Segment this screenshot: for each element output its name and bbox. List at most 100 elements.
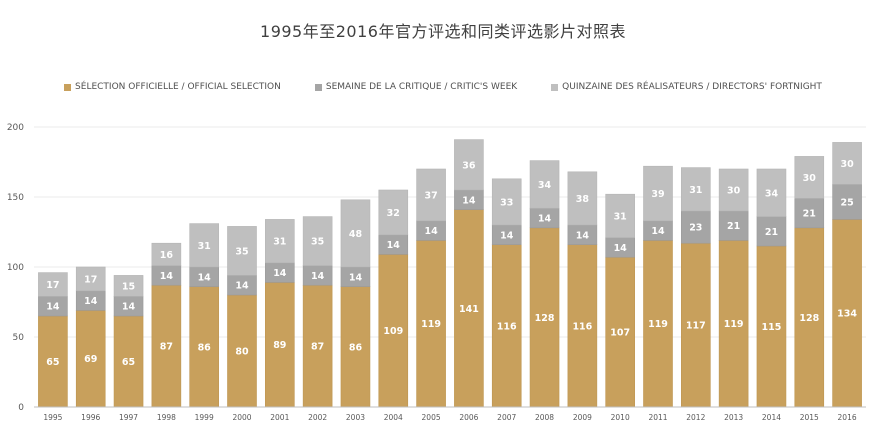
data-label: 119: [648, 319, 668, 330]
x-tick-label: 2003: [346, 413, 365, 422]
data-label: 134: [837, 309, 857, 320]
data-label: 30: [803, 173, 817, 184]
bar-segment: [605, 193, 635, 238]
x-tick-label: 2015: [800, 413, 819, 422]
legend-label-directors-fortnight: QUINZAINE DES RÉALISATEURS / DIRECTORS' …: [562, 82, 822, 92]
data-label: 14: [614, 243, 628, 254]
x-tick-label: 1997: [119, 413, 138, 422]
bar-segment: [189, 286, 219, 408]
x-tick-label: 1996: [81, 413, 100, 422]
data-label: 30: [727, 186, 741, 197]
x-tick-label: 1999: [195, 413, 214, 422]
data-label: 86: [198, 342, 212, 353]
data-label: 14: [576, 230, 590, 241]
x-tick-label: 2002: [308, 413, 327, 422]
data-label: 14: [235, 281, 249, 292]
x-tick-label: 2012: [686, 413, 705, 422]
x-tick-label: 2016: [838, 413, 857, 422]
data-label: 14: [349, 272, 363, 283]
y-tick-label: 150: [7, 193, 24, 203]
legend-item-official: SÉLECTION OFFICIELLE / OFFICIAL SELECTIO…: [64, 82, 281, 92]
bar-segment: [756, 245, 787, 408]
data-label: 36: [462, 160, 476, 171]
data-label: 25: [840, 197, 853, 208]
chart-title: 1995年至2016年官方评选和同类评选影片对照表: [260, 22, 626, 41]
y-tick-label: 100: [7, 263, 24, 273]
x-tick-label: 2004: [384, 413, 403, 422]
data-label: 39: [651, 189, 664, 200]
bar-segment: [265, 282, 295, 408]
data-label: 128: [535, 313, 555, 324]
x-tick-label: 2000: [232, 413, 251, 422]
data-label: 89: [273, 340, 286, 351]
data-label: 115: [762, 322, 782, 333]
data-label: 21: [803, 209, 816, 220]
bar-segment: [38, 272, 68, 297]
data-label: 14: [651, 226, 665, 237]
bar-segment: [302, 216, 333, 266]
data-label: 128: [799, 313, 819, 324]
data-label: 117: [686, 321, 706, 332]
bar-segment: [454, 139, 484, 191]
bar-segment: [718, 240, 749, 408]
bar-segment: [681, 167, 711, 212]
bar-segment: [567, 171, 598, 226]
data-label: 35: [235, 246, 248, 257]
bar-segment: [832, 219, 862, 408]
data-label: 80: [235, 347, 249, 358]
bar-segment: [265, 219, 295, 264]
x-tick-label: 2010: [611, 413, 630, 422]
y-tick-label: 0: [18, 403, 24, 413]
bar-segment: [832, 142, 862, 185]
x-tick-label: 1995: [43, 413, 62, 422]
legend-item-critics-week: SEMAINE DE LA CRITIQUE / CRITIC'S WEEK: [314, 82, 518, 92]
legend-swatch-critics-week: [314, 83, 322, 91]
bar-segment: [491, 178, 522, 226]
data-label: 14: [198, 272, 212, 283]
legend: SÉLECTION OFFICIELLE / OFFICIAL SELECTIO…: [0, 82, 886, 92]
bar-segment: [189, 223, 219, 268]
legend-item-directors-fortnight: QUINZAINE DES RÉALISATEURS / DIRECTORS' …: [551, 82, 822, 92]
x-tick-label: 2014: [762, 413, 781, 422]
bar-segment: [681, 210, 711, 244]
data-label: 119: [421, 319, 441, 330]
data-label: 31: [198, 241, 211, 252]
bar-segment: [605, 256, 635, 408]
data-label: 65: [46, 357, 59, 368]
bar-segment: [113, 275, 144, 297]
data-label: 31: [614, 211, 627, 222]
data-label: 21: [727, 221, 740, 232]
x-tick-label: 1998: [157, 413, 176, 422]
bar-segment: [756, 216, 787, 247]
data-label: 107: [610, 328, 630, 339]
legend-label-critics-week: SEMAINE DE LA CRITIQUE / CRITIC'S WEEK: [325, 82, 518, 92]
data-label: 14: [500, 230, 514, 241]
x-tick-label: 2009: [573, 413, 592, 422]
data-label: 14: [387, 240, 401, 251]
data-label: 141: [459, 304, 479, 315]
data-label: 14: [311, 271, 325, 282]
data-label: 116: [572, 321, 592, 332]
x-tick-label: 2008: [535, 413, 554, 422]
bar-segment: [227, 226, 257, 276]
x-tick-label: 2001: [270, 413, 289, 422]
bar-segment: [227, 294, 257, 408]
bar-segment: [567, 244, 598, 408]
bar-segment: [151, 284, 182, 408]
data-label: 87: [160, 342, 173, 353]
data-label: 69: [84, 354, 97, 365]
bar-segment: [302, 284, 333, 408]
legend-swatch-official: [64, 83, 72, 91]
data-label: 14: [46, 302, 60, 313]
bar-segment: [75, 266, 106, 292]
x-tick-label: 2013: [724, 413, 743, 422]
data-label: 17: [84, 274, 97, 285]
bar-segment: [340, 199, 371, 268]
data-label: 31: [689, 185, 702, 196]
bar-segment: [454, 209, 484, 408]
data-label: 87: [311, 342, 324, 353]
bar-segment: [378, 189, 409, 236]
bar-segment: [378, 254, 409, 408]
data-label: 119: [724, 319, 744, 330]
